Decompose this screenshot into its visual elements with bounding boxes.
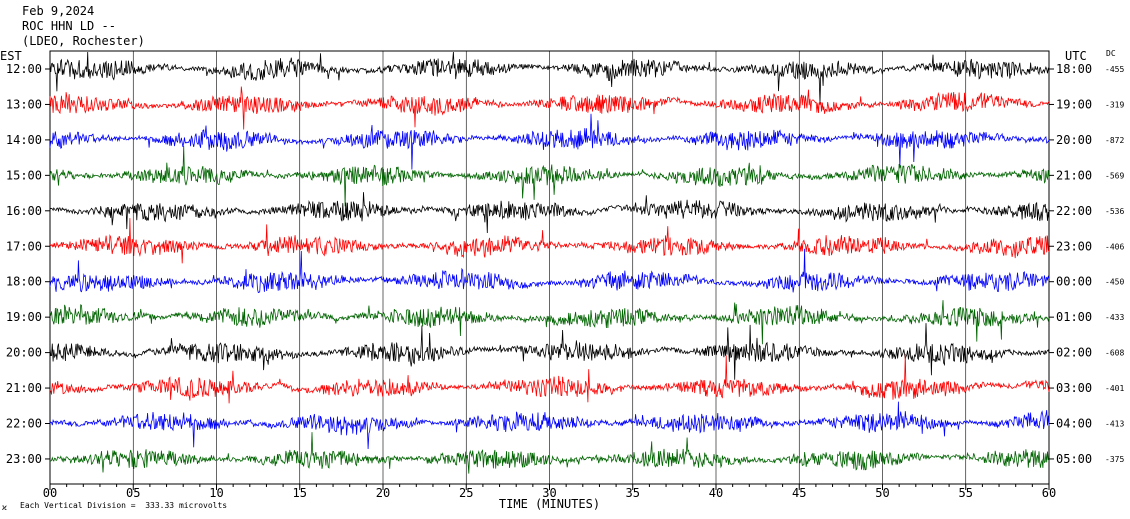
utc-hour-label: 01:00: [1056, 310, 1092, 324]
est-hour-label: 17:00: [6, 239, 42, 253]
x-tick-label: 55: [959, 486, 973, 500]
channel-label: ROC HHN LD --: [22, 19, 116, 33]
x-tick-label: 10: [209, 486, 223, 500]
trace-row: [49, 401, 1050, 450]
dc-offset-label: -413: [1105, 420, 1124, 429]
trace-row: [49, 432, 1050, 474]
trace-row: [49, 51, 1050, 104]
x-tick-label: 25: [459, 486, 473, 500]
trace-row: [49, 218, 1050, 264]
x-tick-label: 30: [542, 486, 556, 500]
dc-offset-label: -433: [1105, 313, 1124, 322]
est-hour-label: 18:00: [6, 275, 42, 289]
est-hour-label: 14:00: [6, 133, 42, 147]
trace-row: [49, 323, 1050, 380]
dc-offset-label: -608: [1105, 349, 1124, 358]
utc-hour-label: 22:00: [1056, 204, 1092, 218]
date-label: Feb 9,2024: [22, 4, 95, 18]
dc-offset-label: -319: [1105, 100, 1124, 109]
trace-row: [49, 353, 1050, 404]
utc-hour-label: 00:00: [1056, 275, 1092, 289]
utc-hour-label: 20:00: [1056, 133, 1092, 147]
station-label: (LDEO, Rochester): [22, 34, 145, 48]
x-axis-label: TIME (MINUTES): [499, 497, 600, 511]
utc-hour-label: 03:00: [1056, 381, 1092, 395]
utc-hour-label: 23:00: [1056, 239, 1092, 253]
x-tick-label: 40: [709, 486, 723, 500]
x-tick-label: 05: [126, 486, 140, 500]
dc-offset-label: -872: [1105, 136, 1124, 145]
est-hour-label: 19:00: [6, 310, 42, 324]
est-hour-label: 15:00: [6, 168, 42, 182]
est-zone-label: EST: [0, 49, 22, 63]
utc-hour-label: 02:00: [1056, 346, 1092, 360]
trace-row: [49, 145, 1050, 207]
corner-mark: ϰ: [2, 503, 7, 512]
utc-hour-label: 21:00: [1056, 168, 1092, 182]
x-tick-label: 35: [626, 486, 640, 500]
est-hour-label: 22:00: [6, 417, 42, 431]
trace-row: [49, 300, 1050, 345]
dc-label: DC: [1106, 49, 1116, 58]
x-tick-label: 60: [1042, 486, 1056, 500]
scale-note: Each Vertical Division = 333.33 microvol…: [20, 501, 228, 510]
trace-row: [49, 113, 1050, 170]
trace-row: [49, 192, 1050, 234]
seismic-traces: [49, 51, 1050, 474]
trace-row: [49, 248, 1050, 294]
chart-grid: [45, 50, 1054, 490]
x-tick-label: 00: [43, 486, 57, 500]
est-hour-label: 20:00: [6, 346, 42, 360]
dc-offset-label: -455: [1105, 65, 1124, 74]
trace-row: [49, 86, 1050, 130]
x-tick-label: 45: [792, 486, 806, 500]
dc-offset-label: -536: [1105, 207, 1124, 216]
utc-hour-label: 18:00: [1056, 62, 1092, 76]
est-hour-label: 16:00: [6, 204, 42, 218]
est-hour-label: 21:00: [6, 381, 42, 395]
dc-offset-label: -450: [1105, 278, 1124, 287]
est-hour-label: 12:00: [6, 62, 42, 76]
dc-offset-label: -569: [1105, 171, 1124, 180]
utc-zone-label: UTC: [1065, 49, 1087, 63]
utc-hour-label: 04:00: [1056, 417, 1092, 431]
x-tick-label: 15: [293, 486, 307, 500]
dc-offset-label: -401: [1105, 384, 1124, 393]
x-tick-label: 20: [376, 486, 390, 500]
axis-labels: 00 05 10 15 20 25 30 35 40 45 50 55 60 TIME (MINUTES)…: [6, 62, 1125, 511]
est-hour-label: 13:00: [6, 97, 42, 111]
utc-hour-label: 19:00: [1056, 97, 1092, 111]
dc-offset-label: -375: [1105, 455, 1124, 464]
utc-hour-label: 05:00: [1056, 452, 1092, 466]
est-hour-label: 23:00: [6, 452, 42, 466]
x-tick-label: 50: [875, 486, 889, 500]
dc-offset-label: -406: [1105, 242, 1124, 251]
